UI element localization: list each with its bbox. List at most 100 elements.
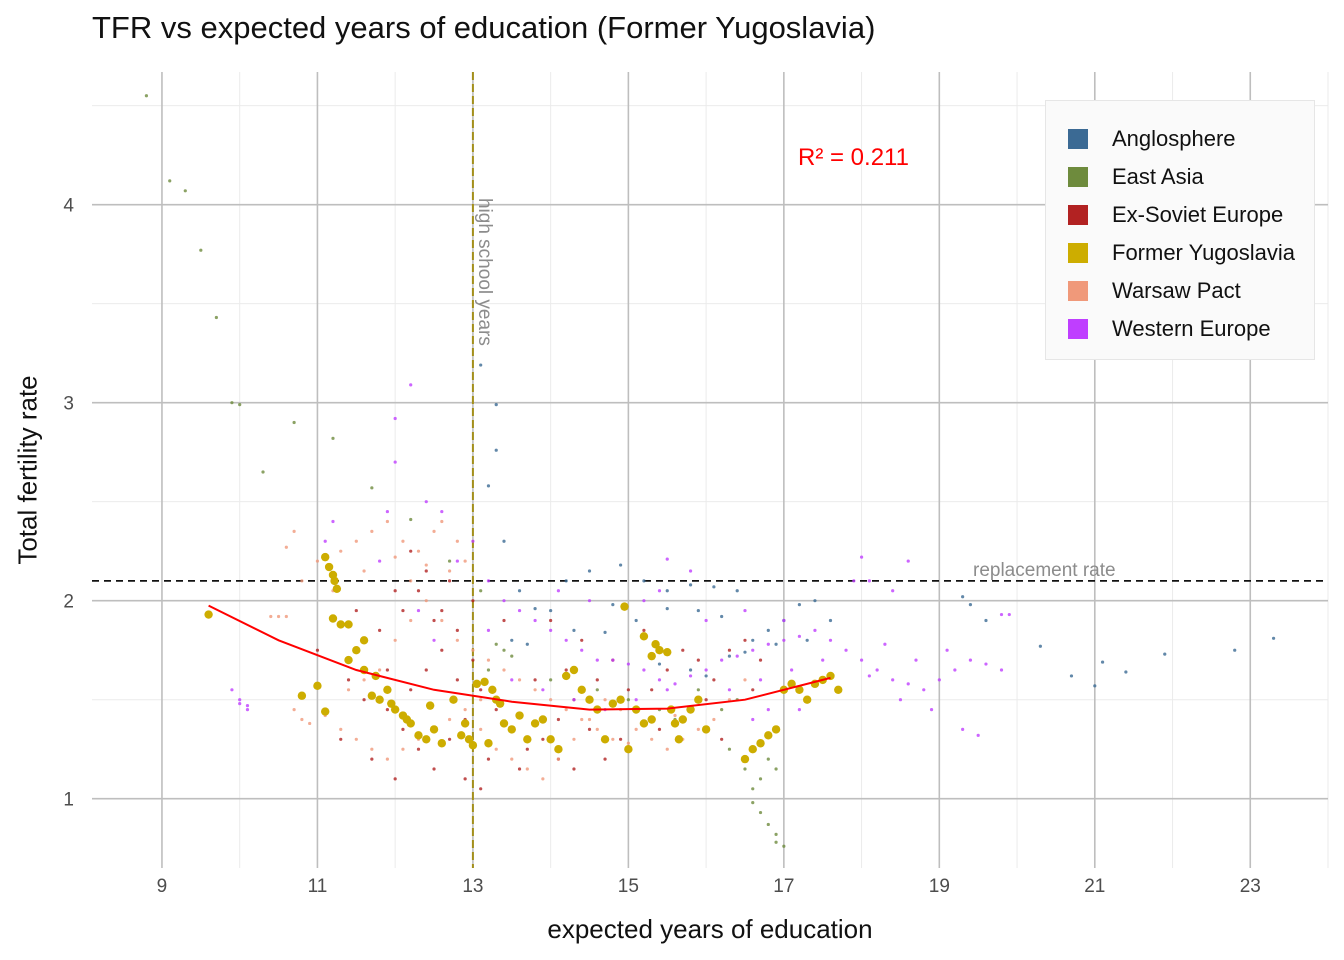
point-western-europe xyxy=(572,698,576,702)
point-western-europe xyxy=(929,707,934,712)
point-east-asia xyxy=(696,688,700,692)
point-western-europe xyxy=(230,688,234,692)
point-western-europe xyxy=(891,589,895,593)
point-ex-soviet-europe xyxy=(378,628,382,632)
point-western-europe xyxy=(704,618,708,623)
point-former-yugoslavia xyxy=(344,620,353,629)
point-ex-soviet-europe xyxy=(424,569,428,573)
point-anglosphere xyxy=(984,618,988,623)
point-warsaw-pact xyxy=(502,668,506,672)
point-warsaw-pact xyxy=(416,549,421,553)
point-east-asia xyxy=(331,436,335,440)
point-western-europe xyxy=(727,688,732,692)
point-western-europe xyxy=(859,658,864,662)
point-former-yugoslavia xyxy=(507,725,516,734)
point-ex-soviet-europe xyxy=(595,678,599,682)
point-western-europe xyxy=(828,638,833,642)
point-former-yugoslavia xyxy=(484,739,493,748)
point-former-yugoslavia xyxy=(468,741,478,750)
point-anglosphere xyxy=(665,607,669,611)
point-western-europe xyxy=(385,509,389,514)
legend-label-former-yugoslavia: Former Yugoslavia xyxy=(1112,240,1296,265)
point-warsaw-pact xyxy=(471,648,475,652)
point-east-asia xyxy=(168,179,172,183)
point-western-europe xyxy=(688,674,693,678)
point-ex-soviet-europe xyxy=(401,727,405,731)
point-ex-soviet-europe xyxy=(587,727,592,731)
point-western-europe xyxy=(751,648,755,652)
point-warsaw-pact xyxy=(300,579,304,583)
point-former-yugoslavia xyxy=(577,685,586,694)
point-warsaw-pact xyxy=(447,717,452,722)
point-anglosphere xyxy=(704,674,708,678)
point-east-asia xyxy=(774,767,778,771)
point-former-yugoslavia xyxy=(460,719,470,728)
point-anglosphere xyxy=(549,608,553,613)
x-tick-label: 9 xyxy=(157,876,168,897)
point-western-europe xyxy=(424,500,428,504)
point-western-europe xyxy=(587,599,592,603)
legend-item-warsaw-pact: Warsaw Pact xyxy=(1068,278,1241,303)
point-western-europe xyxy=(976,733,980,737)
point-warsaw-pact xyxy=(743,678,747,682)
point-western-europe xyxy=(821,658,825,662)
point-former-yugoslavia xyxy=(740,754,750,764)
point-warsaw-pact xyxy=(401,747,405,751)
y-tick-label: 2 xyxy=(63,592,74,613)
point-ex-soviet-europe xyxy=(385,668,389,672)
point-warsaw-pact xyxy=(424,563,428,567)
point-former-yugoslavia xyxy=(701,725,711,734)
point-anglosphere xyxy=(657,662,662,666)
point-ex-soviet-europe xyxy=(486,757,491,761)
point-warsaw-pact xyxy=(370,747,374,751)
point-anglosphere xyxy=(688,583,693,587)
r-squared-label: R² = 0.211 xyxy=(798,144,909,171)
point-former-yugoslavia xyxy=(488,685,497,694)
point-former-yugoslavia xyxy=(352,645,361,655)
point-former-yugoslavia xyxy=(647,651,656,661)
point-former-yugoslavia xyxy=(328,614,338,623)
point-east-asia xyxy=(510,654,514,658)
point-ex-soviet-europe xyxy=(440,608,444,613)
point-western-europe xyxy=(797,707,801,712)
point-western-europe xyxy=(595,658,599,662)
point-former-yugoslavia xyxy=(515,711,524,720)
x-tick-label: 19 xyxy=(929,876,950,897)
point-east-asia xyxy=(727,747,732,751)
point-western-europe xyxy=(642,599,646,603)
point-western-europe xyxy=(486,579,491,583)
high-school-label: high school years xyxy=(474,198,495,346)
point-warsaw-pact xyxy=(486,658,491,662)
trend-line xyxy=(208,604,831,711)
point-western-europe xyxy=(743,608,747,613)
point-warsaw-pact xyxy=(346,688,351,692)
point-ex-soviet-europe xyxy=(626,688,630,692)
point-warsaw-pact xyxy=(665,747,669,751)
point-east-asia xyxy=(261,470,265,474)
point-ex-soviet-europe xyxy=(650,688,654,692)
point-western-europe xyxy=(673,682,677,686)
point-anglosphere xyxy=(587,569,592,573)
point-western-europe xyxy=(735,654,739,658)
point-former-yugoslavia xyxy=(756,739,765,748)
point-east-asia xyxy=(751,801,755,805)
point-warsaw-pact xyxy=(712,717,716,722)
point-western-europe xyxy=(432,638,436,642)
point-western-europe xyxy=(510,678,514,682)
point-western-europe xyxy=(844,648,848,652)
point-warsaw-pact xyxy=(463,707,467,712)
point-anglosphere xyxy=(533,607,537,611)
point-western-europe xyxy=(922,688,926,692)
legend-key-western-europe xyxy=(1068,319,1088,339)
point-anglosphere xyxy=(479,363,483,367)
point-ex-soviet-europe xyxy=(704,698,708,702)
point-former-yugoslavia xyxy=(608,699,618,708)
point-anglosphere xyxy=(611,603,615,607)
point-former-yugoslavia xyxy=(639,632,649,641)
point-western-europe xyxy=(245,707,250,712)
point-western-europe xyxy=(782,618,786,623)
point-western-europe xyxy=(953,668,957,672)
point-ex-soviet-europe xyxy=(751,688,755,692)
point-warsaw-pact xyxy=(595,727,599,731)
point-anglosphere xyxy=(688,668,693,672)
